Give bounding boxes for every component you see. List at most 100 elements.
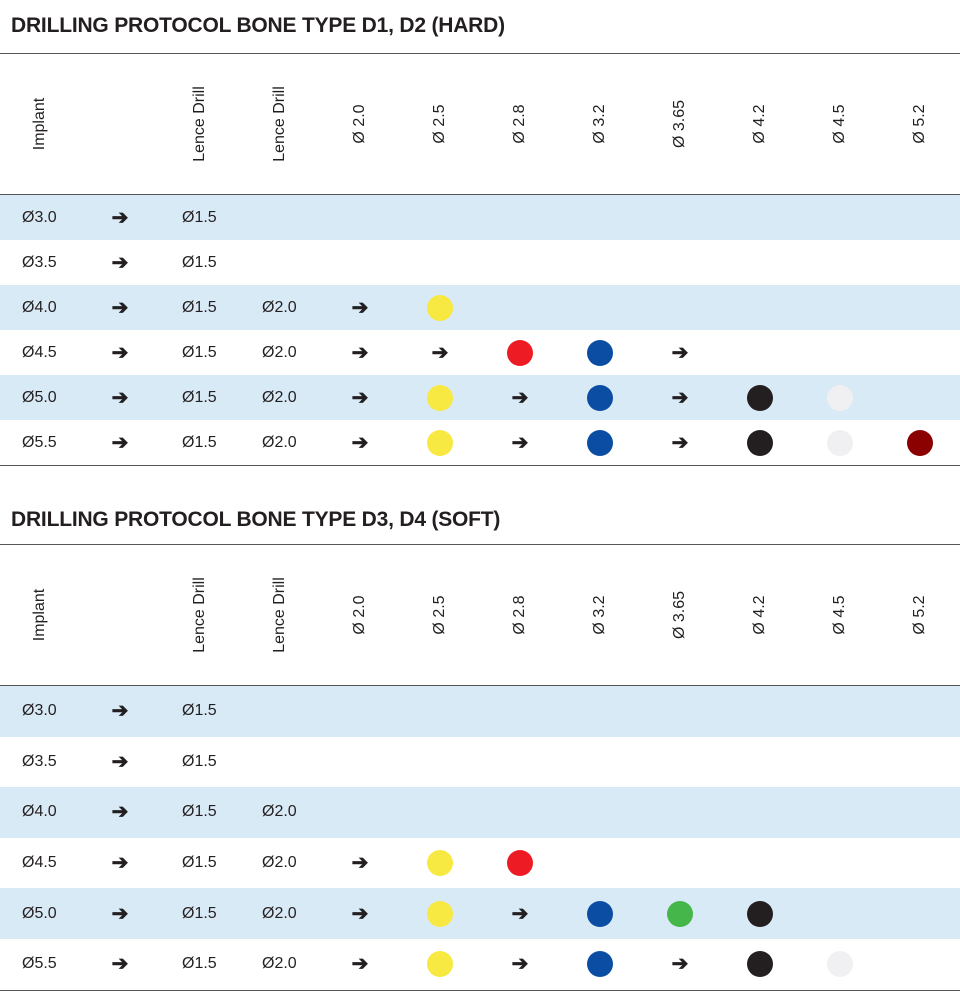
drill-color-dot-white xyxy=(827,429,853,456)
column-header-label: Ø 2.8 xyxy=(511,104,528,144)
table-row: Ø5.5 ➔ Ø1.5 Ø2.0 ➔ ➔ ➔ xyxy=(0,939,960,991)
drill-size: Ø1.5 xyxy=(182,253,217,271)
column-header: Implant xyxy=(0,54,80,194)
drill-color-dot-white xyxy=(827,384,853,411)
column-header-label: Ø 4.5 xyxy=(831,595,848,635)
implant-size: Ø4.5 xyxy=(22,854,57,872)
table-row: Ø3.5 ➔ Ø1.5 xyxy=(0,737,960,788)
empty-cell xyxy=(480,240,560,285)
drill-size: Ø2.0 xyxy=(262,803,297,821)
cell xyxy=(800,420,880,465)
column-header: Ø 3.2 xyxy=(560,545,640,685)
empty-cell xyxy=(880,375,960,420)
cell xyxy=(400,420,480,465)
drill-color-dot-yellow xyxy=(427,384,453,411)
empty-cell xyxy=(800,838,880,889)
cell: ➔ xyxy=(480,375,560,420)
column-header-label: Ø 3.65 xyxy=(671,590,688,640)
empty-cell xyxy=(320,686,400,737)
drill-color-dot-black xyxy=(747,900,773,927)
table-row: Ø5.5 ➔ Ø1.5 Ø2.0 ➔ ➔ ➔ xyxy=(0,420,960,466)
arrow-right-icon: ➔ xyxy=(511,431,529,454)
empty-cell xyxy=(880,240,960,285)
table-body: Ø3.0 ➔ Ø1.5 Ø3.5 ➔ Ø1.5 Ø4.0 ➔ Ø1.5 Ø2.0 Ø4.5 ➔ Ø1.5… xyxy=(0,686,960,991)
cell: ➔ xyxy=(80,420,160,465)
empty-cell xyxy=(640,787,720,838)
drill-color-dot-red xyxy=(507,339,533,366)
empty-cell xyxy=(240,240,320,285)
arrow-right-icon: ➔ xyxy=(431,341,449,364)
table-row: Ø3.0 ➔ Ø1.5 xyxy=(0,686,960,737)
drill-size: Ø2.0 xyxy=(262,298,297,316)
column-header-label: Implant xyxy=(31,588,48,642)
arrow-right-icon: ➔ xyxy=(111,386,129,409)
arrow-right-icon: ➔ xyxy=(671,386,689,409)
arrow-right-icon: ➔ xyxy=(671,953,689,976)
drill-size: Ø1.5 xyxy=(182,208,217,226)
empty-cell xyxy=(880,838,960,889)
implant-size: Ø3.0 xyxy=(22,208,57,226)
cell xyxy=(560,939,640,990)
arrow-right-icon: ➔ xyxy=(351,341,369,364)
drill-color-dot-yellow xyxy=(427,850,453,877)
column-header: Ø 4.2 xyxy=(720,545,800,685)
empty-cell xyxy=(720,787,800,838)
column-header: Ø 2.5 xyxy=(400,545,480,685)
empty-cell xyxy=(400,737,480,788)
empty-cell xyxy=(720,195,800,240)
empty-cell xyxy=(480,686,560,737)
table-row: Ø5.0 ➔ Ø1.5 Ø2.0 ➔ ➔ xyxy=(0,888,960,939)
drill-size: Ø2.0 xyxy=(262,904,297,922)
drill-color-dot-black xyxy=(747,429,773,456)
column-header: Ø 2.0 xyxy=(320,545,400,685)
drill-color-dot-yellow xyxy=(427,900,453,927)
column-header-label: Ø 3.2 xyxy=(591,104,608,144)
drill-color-dot-yellow xyxy=(427,294,453,321)
column-header-label: Lence Drill xyxy=(271,86,288,162)
drill-size: Ø2.0 xyxy=(262,433,297,451)
column-header xyxy=(80,54,160,194)
drill-color-dot-yellow xyxy=(427,951,453,978)
cell: ➔ xyxy=(320,285,400,330)
cell: ➔ xyxy=(80,737,160,788)
drill-size: Ø2.0 xyxy=(262,388,297,406)
column-header: Ø 3.65 xyxy=(640,545,720,685)
empty-cell xyxy=(800,686,880,737)
column-header-label: Ø 4.5 xyxy=(831,104,848,144)
drill-color-dot-green xyxy=(667,900,693,927)
cell xyxy=(640,888,720,939)
drill-size: Ø1.5 xyxy=(182,854,217,872)
empty-cell xyxy=(400,240,480,285)
empty-cell xyxy=(880,195,960,240)
cell xyxy=(400,838,480,889)
cell: ➔ xyxy=(320,420,400,465)
implant-size: Ø5.5 xyxy=(22,955,57,973)
drill-color-dot-yellow xyxy=(427,429,453,456)
empty-cell xyxy=(320,787,400,838)
empty-cell xyxy=(880,787,960,838)
header-row: Implant Lence Drill Lence Drill Ø 2.0 Ø 2.5 Ø… xyxy=(0,54,960,195)
column-header: Implant xyxy=(0,545,80,685)
column-header-label: Lence Drill xyxy=(271,577,288,653)
empty-cell xyxy=(800,240,880,285)
cell: ➔ xyxy=(320,888,400,939)
empty-cell xyxy=(880,939,960,990)
column-header-label: Ø 2.5 xyxy=(431,104,448,144)
cell xyxy=(880,420,960,465)
empty-cell xyxy=(720,737,800,788)
cell xyxy=(400,285,480,330)
drill-size: Ø1.5 xyxy=(182,904,217,922)
arrow-right-icon: ➔ xyxy=(351,296,369,319)
implant-size: Ø5.0 xyxy=(22,388,57,406)
arrow-right-icon: ➔ xyxy=(351,386,369,409)
arrow-right-icon: ➔ xyxy=(111,801,129,824)
table-body: Ø3.0 ➔ Ø1.5 Ø3.5 ➔ Ø1.5 Ø4.0 ➔ Ø1.5 Ø2.0 ➔ Ø4.5 ➔ Ø1.… xyxy=(0,195,960,466)
column-header-label: Implant xyxy=(31,97,48,151)
header-row: Implant Lence Drill Lence Drill Ø 2.0 Ø 2.5 Ø… xyxy=(0,545,960,686)
drill-size: Ø1.5 xyxy=(182,702,217,720)
cell xyxy=(400,939,480,990)
cell: ➔ xyxy=(320,838,400,889)
cell: ➔ xyxy=(480,888,560,939)
drill-color-dot-blue xyxy=(587,900,613,927)
empty-cell xyxy=(560,838,640,889)
